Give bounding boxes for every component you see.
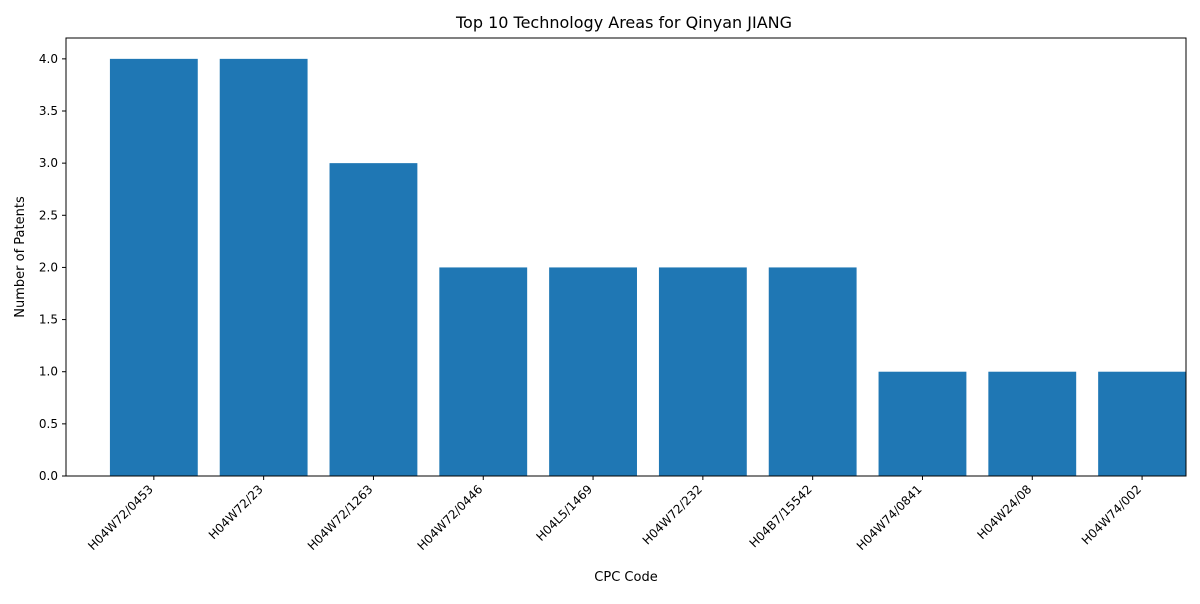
x-tick-label: H04W72/0446 [415,482,486,553]
bar-5 [659,267,747,476]
x-tick-label: H04W74/002 [1079,482,1144,547]
y-tick-label: 3.0 [39,156,58,170]
bar-4 [549,267,637,476]
x-tick-label: H04W24/08 [974,482,1034,542]
bars-group [110,59,1186,476]
y-axis: 0.0 0.5 1.0 1.5 2.0 2.5 3.0 3.5 4.0 [39,52,66,483]
x-tick-label: H04W72/23 [206,482,266,542]
y-tick-label: 2.0 [39,260,58,274]
chart-title: Top 10 Technology Areas for Qinyan JIANG [455,13,792,32]
y-tick-label: 1.0 [39,365,58,379]
x-axis: H04W72/0453 H04W72/23 H04W72/1263 H04W72/04… [85,476,1144,553]
x-tick-label: H04L5/1469 [534,482,596,544]
bar-9 [1098,372,1186,476]
x-tick-label: H04B7/15542 [747,482,815,550]
bar-7 [879,372,967,476]
y-tick-label: 4.0 [39,52,58,66]
x-tick-label: H04W72/1263 [305,482,376,553]
x-tick-label: H04W72/0453 [85,482,156,553]
x-tick-label: H04W74/0841 [854,482,925,553]
y-tick-label: 3.5 [39,104,58,118]
y-tick-label: 0.5 [39,417,58,431]
bar-0 [110,59,198,476]
y-tick-label: 1.5 [39,313,58,327]
x-axis-label: CPC Code [594,570,657,585]
y-tick-label: 2.5 [39,208,58,222]
bar-1 [220,59,308,476]
y-tick-label: 0.0 [39,469,58,483]
y-axis-label: Number of Patents [13,196,28,318]
bar-6 [769,267,857,476]
x-tick-label: H04W72/232 [640,482,705,547]
bar-8 [988,372,1076,476]
bar-3 [439,267,527,476]
bar-2 [330,163,418,476]
